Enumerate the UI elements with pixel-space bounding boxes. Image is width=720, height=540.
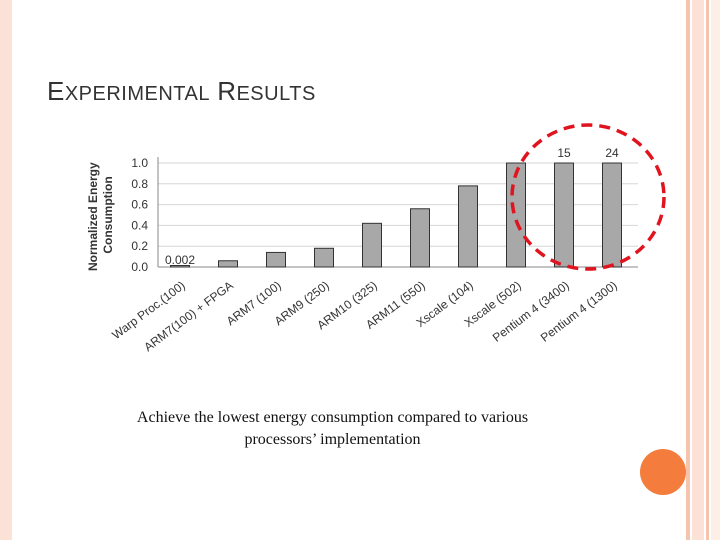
y-tick-label: 0.0	[131, 260, 148, 274]
data-label: 0.002	[165, 253, 195, 267]
caption-line-2: processors’ implementation	[244, 431, 421, 448]
y-axis-label: Normalized Energy Consumption	[86, 159, 115, 271]
bar	[170, 265, 190, 268]
slide-title: EXPERIMENTAL RESULTS	[47, 76, 316, 106]
y-axis-label-line2: Consumption	[101, 176, 115, 253]
y-tick-label: 0.8	[131, 177, 148, 191]
y-axis-label-line1: Normalized Energy	[86, 162, 100, 271]
data-label: 24	[605, 146, 619, 160]
bar	[362, 222, 382, 268]
y-tick-label: 0.6	[131, 198, 148, 212]
bar	[218, 260, 238, 268]
x-tick-label: ARM7(100) + FPGA	[141, 278, 235, 354]
right-decorative-strip	[706, 0, 709, 540]
y-tick-label: 0.4	[131, 218, 148, 232]
right-decorative-strip	[686, 0, 690, 540]
highlight-ellipse	[510, 123, 666, 271]
slide-caption: Achieve the lowest energy consumption co…	[100, 407, 565, 451]
bar	[602, 162, 622, 268]
bar	[506, 162, 526, 268]
right-decorative-strip	[692, 0, 704, 540]
bar	[314, 247, 334, 268]
left-decorative-strip	[0, 0, 12, 540]
y-tick-label: 1.0	[131, 156, 148, 170]
right-decorative-strip	[711, 0, 720, 540]
caption-line-1: Achieve the lowest energy consumption co…	[136, 409, 529, 426]
accent-circle	[640, 449, 686, 495]
data-label: 15	[557, 146, 571, 160]
bar	[458, 185, 478, 268]
bar	[266, 251, 286, 268]
bar	[410, 208, 430, 268]
y-tick-label: 0.2	[131, 239, 148, 253]
bar	[554, 162, 574, 268]
